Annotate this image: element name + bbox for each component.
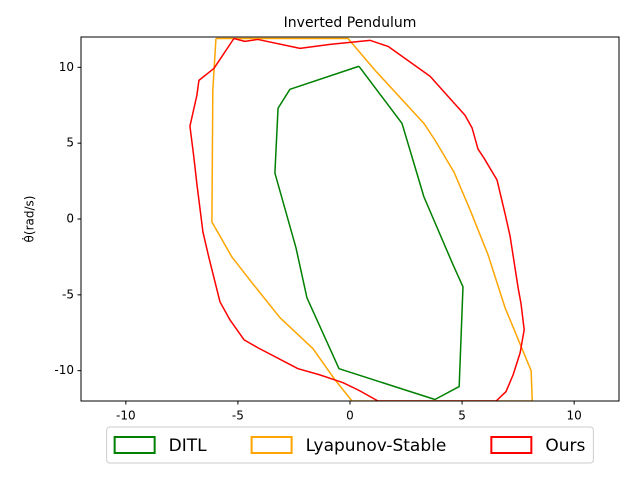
legend-swatch [250,436,293,454]
y-tick-label: -10 [54,363,74,377]
x-tick-label: -5 [232,409,244,423]
y-tick-label: -5 [62,287,74,301]
legend-swatch [113,436,156,454]
y-tick-label: 0 [66,212,74,226]
legend-swatch [490,436,533,454]
series-line [189,37,525,401]
plot-area [189,37,533,401]
legend-box [106,426,594,464]
y-tick-label: 5 [66,136,74,150]
y-axis-label: θ̇(rad/s) [21,196,36,243]
x-tick-label: 5 [458,409,466,423]
legend-label: DITL [169,436,207,456]
x-tick-label: 10 [567,409,582,423]
legend-label: Ours [545,436,585,456]
x-tick-label: -10 [116,409,136,423]
y-tick-label: 10 [59,60,74,74]
legend-label: Lyapunov-Stable [306,436,447,456]
series-line [211,37,533,401]
legend: DITL Lyapunov-Stable Ours [106,426,594,464]
x-tick-label: 0 [346,409,354,423]
series-line [274,65,464,401]
chart-title: Inverted Pendulum [284,15,417,31]
